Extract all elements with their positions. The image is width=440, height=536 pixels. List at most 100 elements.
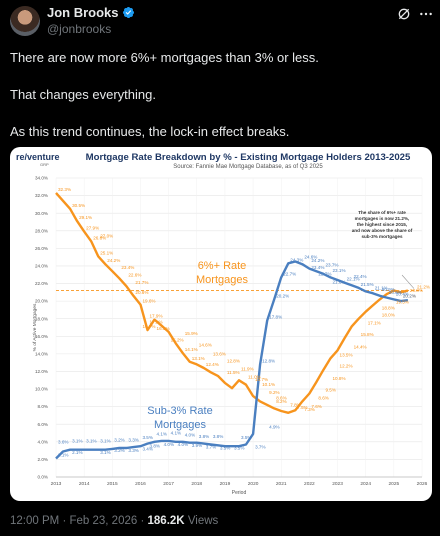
y-tick-label: 8.0% [38, 404, 48, 409]
data-label: 8.6% [276, 395, 286, 400]
y-axis-label: % of Active Mortgages [32, 303, 38, 351]
data-label: 4.0% [185, 432, 195, 437]
data-label: 12.8% [262, 358, 275, 363]
author-handle[interactable]: @jonbrooks [47, 22, 112, 36]
x-tick-label: 2019 [220, 481, 231, 487]
data-label: 13.5% [340, 352, 353, 357]
data-label: 24.3% [290, 257, 303, 262]
x-tick-label: 2015 [107, 481, 118, 487]
data-label: 21.7% [135, 280, 148, 285]
data-label: 22.7% [283, 271, 296, 276]
data-label: 21.5% [361, 282, 374, 287]
data-label: 3.5% [220, 445, 230, 450]
data-label: 3.8% [213, 434, 223, 439]
series-6pct-line [55, 192, 409, 414]
chart-title: Mortgage Rate Breakdown by % - Existing … [86, 152, 411, 163]
data-label: 4.9% [269, 424, 279, 429]
data-label: 3.6% [58, 439, 68, 444]
x-axis-label: Period [232, 490, 247, 496]
data-label: 19.6% [142, 299, 155, 304]
data-label: 11.5% [227, 370, 240, 375]
data-label: 3.2% [114, 438, 124, 443]
post-time[interactable]: 12:00 PM [10, 515, 60, 527]
author-avatar[interactable] [10, 6, 40, 36]
data-label: 17.2% [150, 320, 163, 325]
grok-icon[interactable] [396, 6, 412, 22]
data-label: 9.5% [325, 387, 335, 392]
data-label: 3.9% [192, 443, 202, 448]
data-label: 21.2% [417, 285, 430, 290]
x-tick-label: 2023 [332, 481, 343, 487]
brand-sub: GRP [40, 162, 49, 167]
y-tick-label: 32.0% [35, 193, 48, 198]
more-options-icon[interactable] [418, 6, 434, 22]
y-tick-label: 30.0% [35, 211, 48, 216]
y-tick-label: 26.0% [35, 246, 48, 251]
x-tick-label: 2016 [135, 481, 146, 487]
x-tick-label: 2025 [389, 481, 400, 487]
data-label: 9.2% [269, 390, 279, 395]
y-tick-label: 12.0% [35, 369, 48, 374]
data-label: 17.8% [269, 314, 282, 319]
data-label: 20.2% [403, 293, 416, 298]
data-label: 14.6% [199, 343, 212, 348]
data-label: 12.8% [227, 358, 240, 363]
data-label: 14.4% [354, 344, 367, 349]
y-tick-label: 34.0% [35, 176, 48, 181]
x-tick-label: 2014 [79, 481, 90, 487]
legend-6pct-line2: Mortgages [196, 274, 248, 286]
data-label: 3.7% [255, 445, 265, 450]
data-label: 2.1% [72, 450, 82, 455]
chart-image[interactable]: re/venture GRP Mortgage Rate Breakdown by … [10, 147, 432, 501]
post-header: Jon Brooks @jonbrooks [0, 0, 440, 44]
data-label: 3.3% [128, 448, 138, 453]
data-label: 20.2% [403, 293, 416, 298]
data-label: 18.0% [382, 313, 395, 318]
legend-sub3-line1: Sub-3% Rate [147, 405, 212, 417]
y-tick-label: 14.0% [35, 351, 48, 356]
data-label: 23.4% [121, 265, 134, 270]
data-label: 13.1% [192, 356, 205, 361]
data-label: 15.8% [361, 332, 374, 337]
data-label: 3.1% [86, 438, 96, 443]
data-label: 10.1% [262, 382, 275, 387]
data-label: 3.8% [150, 444, 160, 449]
author-name-row: Jon Brooks [47, 5, 135, 20]
author-name[interactable]: Jon Brooks [47, 5, 119, 20]
data-label: 7.6% [311, 404, 321, 409]
data-label: 11.9% [241, 366, 254, 371]
data-label: 20.4% [396, 292, 409, 297]
data-label: 3.1% [72, 438, 82, 443]
y-tick-label: 0.0% [38, 475, 48, 480]
data-label: 18.8% [382, 306, 395, 311]
data-label: 3.2% [114, 448, 124, 453]
data-label: 23.1% [333, 268, 346, 273]
data-label: 8.6% [318, 395, 328, 400]
data-label: 10.8% [333, 376, 346, 381]
data-label: 8.2% [276, 399, 286, 404]
post-text-line: There are now more 6%+ mortgages than 3%… [10, 50, 319, 65]
data-label: 3.1% [100, 438, 110, 443]
data-label: 20.6% [135, 290, 148, 295]
y-tick-label: 22.0% [35, 281, 48, 286]
data-label: 4.0% [164, 442, 174, 447]
data-label: 24.2% [107, 258, 120, 263]
data-label: 21.8% [333, 279, 346, 284]
data-label: 3.4% [142, 446, 152, 451]
data-label: 3.5% [142, 435, 152, 440]
data-label: 19.5% [396, 300, 409, 305]
data-label: 12.2% [340, 364, 353, 369]
data-label: 3.5% [234, 445, 244, 450]
post-date[interactable]: Feb 23, 2026 [69, 515, 138, 527]
data-label: 16.5% [157, 326, 170, 331]
series-sub3-line [55, 260, 409, 460]
data-label: 3.5% [241, 435, 251, 440]
data-label: 20.2% [276, 293, 289, 298]
data-label: 17.1% [368, 321, 381, 326]
x-tick-label: 2021 [276, 481, 287, 487]
annotation-pointer [401, 274, 415, 289]
x-tick-label: 2017 [163, 481, 174, 487]
data-label: 23.4% [311, 265, 324, 270]
brand-logo: re/venture [16, 152, 60, 162]
post-text-line: That changes everything. [10, 87, 156, 102]
